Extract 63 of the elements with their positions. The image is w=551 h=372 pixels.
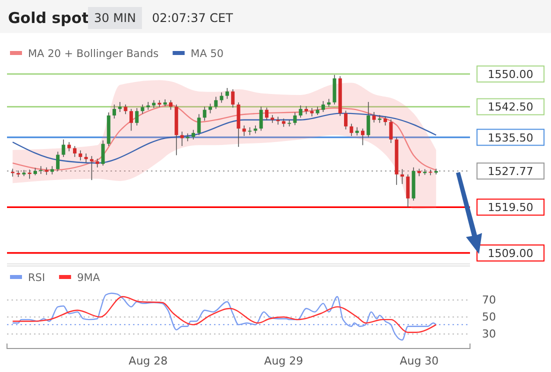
legend-label: 9MA (77, 272, 101, 284)
y-tick-label: 1542.50 (488, 100, 534, 114)
candlestick (180, 131, 184, 146)
y-tick-label: 1509.00 (488, 246, 534, 260)
candlestick (350, 123, 354, 136)
candlestick (44, 167, 48, 176)
candlestick (39, 166, 43, 174)
candlestick (434, 168, 438, 175)
y-tick-label: 30 (482, 328, 496, 341)
candlestick (389, 119, 393, 144)
candlestick (135, 108, 139, 126)
candlestick (344, 110, 348, 130)
y-tick-label: 1527.77 (488, 165, 534, 178)
y-tick-label: 70 (482, 294, 496, 307)
candlestick (225, 88, 229, 100)
candlestick (242, 125, 246, 136)
chart-subtitle: 30 MIN (94, 11, 136, 25)
candlestick (400, 168, 404, 184)
y-tick-label: 1550.00 (488, 68, 534, 81)
candlestick (220, 92, 224, 104)
text: 02:07:37 CET (152, 11, 234, 25)
legend-label: RSI (28, 272, 46, 284)
candlestick (101, 140, 105, 166)
candlestick (62, 139, 66, 158)
candlestick (124, 104, 128, 115)
candlestick (202, 106, 206, 122)
candlestick (192, 129, 196, 140)
candlestick (78, 150, 82, 161)
candlestick (28, 169, 32, 180)
candlestick (298, 105, 302, 118)
candlestick (208, 103, 212, 114)
candlestick (168, 100, 172, 110)
candlestick (197, 114, 201, 136)
candlestick (163, 98, 167, 107)
candlestick (372, 112, 376, 123)
legend-label: MA 20 + Bollinger Bands (28, 48, 159, 60)
y-tick-label: 1535.50 (488, 131, 534, 144)
y-tick-label: 1519.50 (488, 201, 534, 214)
x-tick-label: Aug 29 (264, 354, 304, 368)
candlestick (67, 142, 71, 152)
candlestick (259, 106, 263, 132)
candlestick (73, 146, 77, 158)
candlestick (118, 102, 122, 112)
candlestick (112, 104, 116, 119)
legend-label: MA 50 (190, 48, 224, 60)
candlestick (129, 108, 133, 132)
y-tick-label: 50 (482, 310, 496, 324)
x-tick-label: Aug 28 (128, 354, 168, 368)
candlestick (140, 104, 144, 114)
candlestick (293, 112, 297, 126)
candlestick (360, 128, 364, 146)
chart-title: Gold spot (8, 9, 89, 27)
x-tick-label: Aug 30 (400, 354, 439, 368)
candlestick (84, 153, 88, 164)
candlestick (366, 102, 370, 138)
candlestick (231, 88, 235, 108)
candlestick (90, 156, 94, 180)
candlestick (321, 100, 325, 112)
candlestick (384, 116, 388, 126)
candlestick (264, 107, 268, 121)
candlestick (406, 174, 410, 208)
candlestick (214, 96, 218, 110)
candlestick (56, 151, 60, 172)
